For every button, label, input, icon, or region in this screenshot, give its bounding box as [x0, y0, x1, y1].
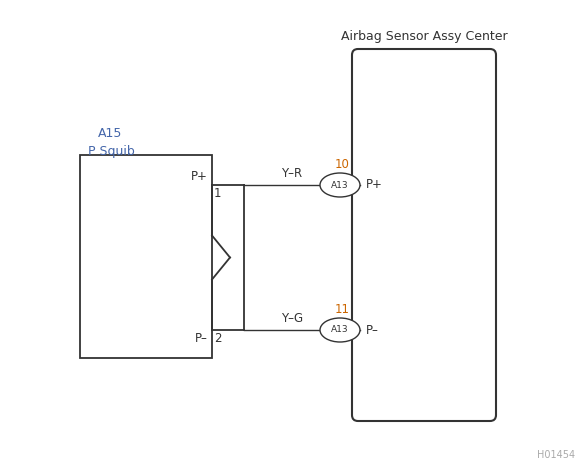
Text: 2: 2: [214, 332, 222, 345]
Bar: [80, 155, 212, 358]
Text: A15: A15: [98, 127, 122, 140]
Text: P–: P–: [195, 332, 208, 345]
Ellipse shape: [320, 173, 360, 197]
FancyBboxPatch shape: [352, 49, 496, 421]
Text: 1: 1: [214, 187, 222, 200]
Text: P+: P+: [366, 179, 383, 192]
Text: A13: A13: [331, 325, 349, 334]
Text: P–: P–: [366, 324, 379, 336]
Ellipse shape: [320, 318, 360, 342]
Text: Airbag Sensor Assy Center: Airbag Sensor Assy Center: [340, 30, 507, 43]
Text: P+: P+: [191, 170, 208, 183]
Text: A13: A13: [331, 180, 349, 189]
Text: Y–R: Y–R: [281, 167, 302, 180]
Text: 11: 11: [335, 303, 350, 316]
Text: H01454: H01454: [537, 450, 575, 460]
Text: P Squib: P Squib: [88, 145, 135, 158]
Text: 10: 10: [335, 158, 350, 171]
Text: Y–G: Y–G: [281, 312, 303, 325]
